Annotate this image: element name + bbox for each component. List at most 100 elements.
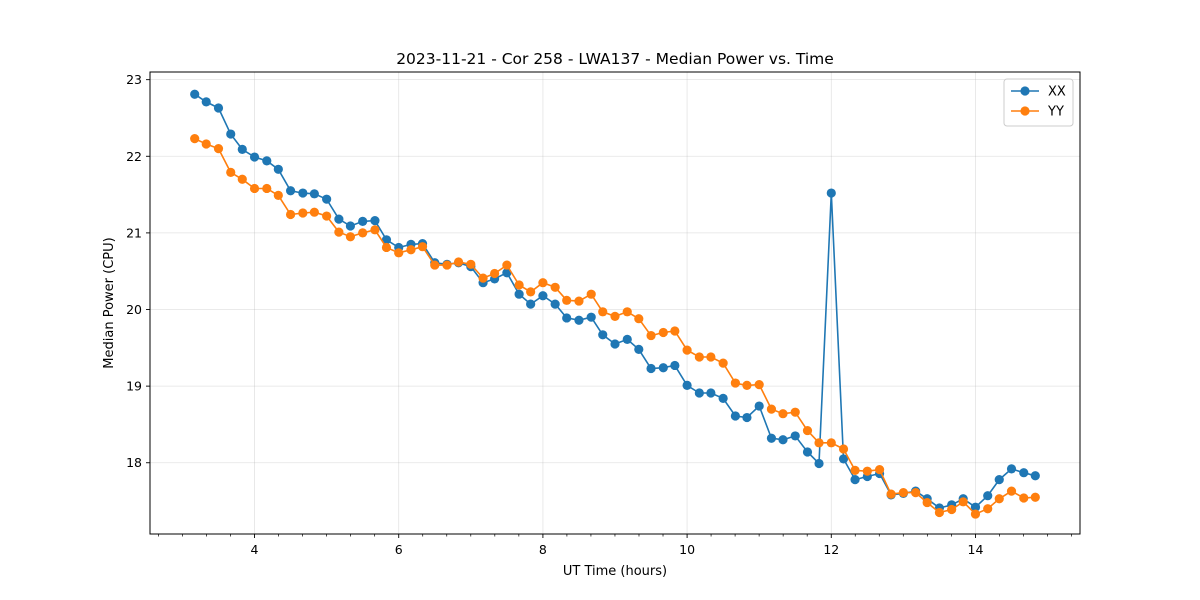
- data-point-yy: [718, 358, 728, 368]
- y-tick-label: 19: [126, 379, 142, 394]
- data-point-yy: [598, 307, 608, 317]
- y-axis-label: Median Power (CPU): [102, 237, 117, 368]
- data-point-yy: [562, 295, 572, 305]
- data-point-yy: [862, 466, 872, 476]
- y-tick-label: 22: [126, 149, 142, 164]
- y-tick-label: 20: [126, 302, 142, 317]
- data-point-xx: [526, 299, 536, 309]
- data-point-yy: [190, 134, 200, 144]
- legend-label-xx: XX: [1048, 85, 1066, 100]
- data-point-yy: [958, 497, 968, 507]
- data-point-yy: [381, 242, 392, 253]
- data-point-xx: [970, 502, 981, 512]
- data-point-yy: [466, 259, 476, 269]
- series-yy: [190, 134, 1040, 519]
- data-point-xx: [814, 458, 824, 469]
- x-tick-label: 10: [679, 542, 695, 557]
- data-point-yy: [682, 345, 692, 355]
- data-point-xx: [262, 156, 272, 166]
- data-point-xx: [273, 164, 283, 174]
- legend-label-yy: YY: [1047, 105, 1064, 120]
- legend-marker-yy: [1020, 106, 1030, 116]
- data-point-yy: [273, 190, 283, 200]
- data-point-yy: [970, 509, 981, 519]
- data-point-xx: [190, 89, 200, 99]
- data-point-yy: [898, 488, 908, 498]
- x-tick-label: 4: [251, 542, 259, 557]
- data-point-xx: [838, 454, 849, 464]
- data-point-yy: [886, 489, 896, 499]
- data-point-yy: [394, 248, 404, 258]
- data-point-yy: [586, 289, 596, 299]
- data-point-xx: [754, 401, 764, 411]
- data-point-xx: [790, 431, 800, 441]
- data-point-yy: [538, 278, 548, 288]
- data-point-xx: [538, 291, 548, 301]
- data-point-yy: [802, 425, 813, 436]
- data-point-xx: [502, 268, 512, 278]
- data-point-xx: [802, 447, 813, 457]
- data-point-yy: [550, 282, 560, 292]
- data-point-yy: [646, 330, 656, 341]
- data-point-yy: [406, 245, 416, 255]
- data-point-yy: [994, 494, 1004, 504]
- data-point-xx: [370, 216, 380, 226]
- plot-series: [190, 89, 1040, 519]
- data-point-xx: [718, 393, 728, 403]
- data-point-xx: [598, 330, 608, 340]
- data-point-yy: [237, 174, 247, 184]
- data-point-xx: [658, 363, 668, 373]
- data-point-yy: [417, 242, 428, 252]
- data-point-yy: [934, 507, 945, 518]
- x-axis-label: UT Time (hours): [563, 564, 667, 579]
- data-point-yy: [298, 208, 308, 218]
- data-point-yy: [442, 260, 452, 270]
- data-point-yy: [502, 260, 512, 270]
- data-point-xx: [309, 189, 319, 199]
- data-point-xx: [850, 475, 860, 485]
- data-point-xx: [358, 216, 368, 227]
- data-point-yy: [922, 497, 932, 508]
- data-point-yy: [285, 209, 296, 220]
- data-point-yy: [201, 139, 211, 149]
- x-tick-label: 14: [968, 542, 984, 557]
- data-point-yy: [370, 225, 380, 235]
- legend: XX YY: [1003, 78, 1074, 127]
- data-point-xx: [778, 435, 788, 445]
- data-point-yy: [983, 504, 993, 514]
- data-point-yy: [358, 228, 368, 238]
- data-point-xx: [514, 289, 524, 299]
- data-point-xx: [334, 214, 344, 224]
- data-point-xx: [706, 388, 716, 398]
- data-point-yy: [514, 280, 524, 290]
- data-point-yy: [874, 465, 885, 475]
- data-point-yy: [478, 273, 488, 283]
- x-tick-label: 12: [823, 542, 839, 557]
- data-point-xx: [646, 363, 656, 374]
- data-point-xx: [285, 186, 296, 196]
- data-point-xx: [213, 103, 224, 113]
- data-point-yy: [838, 444, 849, 454]
- data-point-xx: [1006, 464, 1017, 474]
- data-point-xx: [634, 344, 644, 354]
- data-point-xx: [574, 315, 584, 325]
- data-point-yy: [1030, 492, 1040, 502]
- data-point-xx: [550, 299, 560, 309]
- data-point-yy: [430, 260, 440, 270]
- data-point-xx: [562, 313, 572, 323]
- data-point-xx: [766, 433, 777, 443]
- data-point-yy: [706, 352, 716, 362]
- y-tick-label: 18: [126, 455, 142, 470]
- data-point-yy: [262, 183, 272, 194]
- data-point-yy: [790, 407, 800, 417]
- data-point-xx: [983, 491, 993, 501]
- data-point-xx: [237, 144, 247, 154]
- data-point-xx: [1019, 468, 1029, 478]
- data-point-yy: [345, 232, 356, 242]
- data-point-xx: [826, 188, 836, 198]
- data-point-yy: [490, 268, 500, 279]
- data-point-yy: [249, 183, 260, 194]
- data-point-xx: [345, 221, 356, 231]
- data-point-xx: [381, 235, 392, 245]
